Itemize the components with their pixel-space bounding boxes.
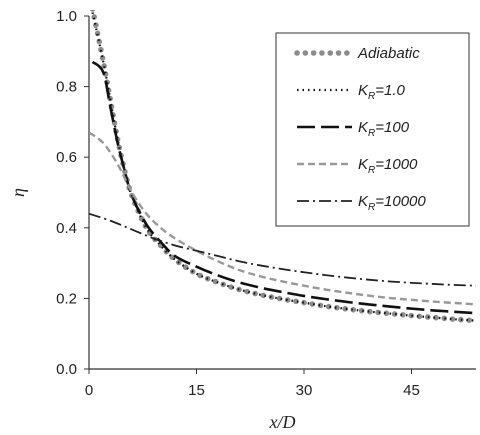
y-tick-label: 0.4 bbox=[56, 220, 77, 237]
x-tick-label: 0 bbox=[85, 382, 93, 399]
y-tick-label: 1.0 bbox=[56, 8, 77, 25]
y-tick-label: 0.6 bbox=[56, 149, 77, 166]
y-tick-label: 0.8 bbox=[56, 79, 77, 96]
legend-label-5: KR=10000 bbox=[358, 193, 426, 213]
series-line-3 bbox=[91, 60, 477, 315]
y-axis-label: η bbox=[8, 188, 28, 197]
series-line-2 bbox=[91, 12, 477, 322]
x-tick-label: 45 bbox=[403, 382, 420, 399]
x-tick-label: 15 bbox=[188, 382, 205, 399]
legend: Adiabatic KR=1.0 KR=100 KR=1000 KR=10000 bbox=[275, 32, 470, 227]
legend-label-3: KR=100 bbox=[358, 119, 410, 139]
axes: 0.0 0.2 0.4 0.6 0.8 1.0 0 15 30 45 x/D η bbox=[8, 8, 476, 432]
y-tick-label: 0.0 bbox=[56, 361, 77, 378]
legend-label-2: KR=1.0 bbox=[358, 82, 406, 102]
legend-label-1: Adiabatic bbox=[357, 45, 420, 62]
series-layer bbox=[89, 10, 479, 324]
x-tick-label: 30 bbox=[296, 382, 313, 399]
legend-box bbox=[275, 32, 470, 227]
y-tick-label: 0.2 bbox=[56, 290, 77, 307]
x-axis-label: x/D bbox=[269, 412, 296, 432]
series-line-5 bbox=[89, 212, 477, 287]
series-line-4 bbox=[89, 131, 477, 306]
legend-label-4: KR=1000 bbox=[358, 156, 418, 176]
